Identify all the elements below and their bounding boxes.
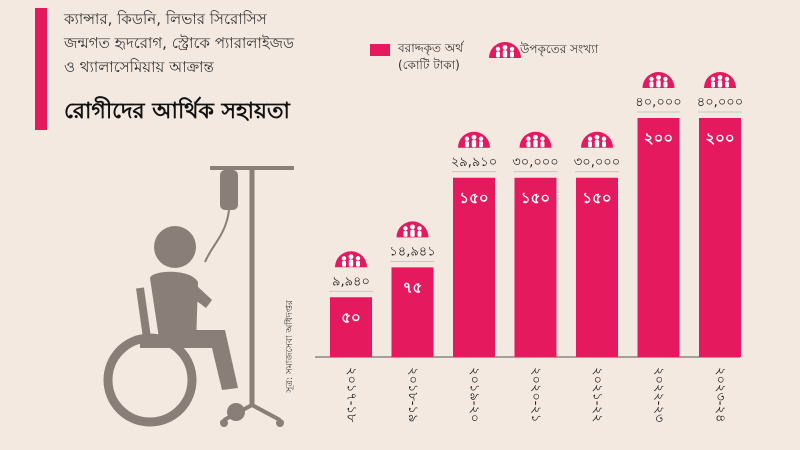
people-group-icon (335, 251, 367, 268)
bar-value-label: ১৫০ (459, 189, 488, 207)
x-tick-label: ২০১৮-১৯ (405, 367, 420, 422)
allocation-bar (453, 177, 495, 357)
beneficiary-count-label: ৩০,০০০ (574, 155, 620, 170)
people-group-icon (581, 131, 613, 148)
bar-value-label: ৭৫ (403, 278, 423, 296)
people-group-icon (704, 72, 736, 88)
allocation-bar (391, 267, 434, 357)
x-tick-label: ২০২০-২১ (528, 367, 543, 422)
x-tick-label: ২০১৯-২০ (467, 367, 482, 422)
bar-value-label: ২০০ (705, 129, 734, 147)
people-group-icon (458, 131, 490, 148)
people-group-icon (642, 72, 675, 88)
title-line-1: ক্যান্সার, কিডনি, লিভার সিরোসিস (64, 10, 267, 28)
allocation-bar (637, 118, 680, 357)
title-line-2: জন্মগত হৃদরোগ, স্ট্রোকে প্যারালাইজড (64, 34, 295, 52)
x-tick-label: ২০২৩-২৪ (713, 367, 728, 422)
beneficiary-count-label: ১৪,৯৪১ (389, 244, 435, 259)
beneficiary-count-label: ৪০,০০০ (697, 95, 743, 110)
beneficiary-count-label: ৯,৯৪০ (332, 274, 370, 289)
x-tick-label: ২০১৭-১৮ (344, 367, 359, 423)
accent-bar (35, 8, 47, 130)
title-line-3: ও থ্যালাসেমিয়ায় আক্রান্ত (64, 58, 214, 76)
beneficiary-count-label: ২৯,৯১০ (451, 155, 497, 170)
bar-value-label: ১৫০ (582, 189, 611, 207)
chart-title: রোগীদের আর্থিক সহায়তা (64, 99, 290, 124)
bar-value-label: ৫০ (341, 308, 361, 326)
x-tick-label: ২০২২-২৩ (651, 367, 666, 422)
people-group-icon (396, 221, 429, 238)
allocation-bar (576, 177, 618, 357)
beneficiary-count-label: ৩০,০০০ (512, 155, 558, 170)
people-group-icon (489, 42, 521, 58)
allocation-bar (330, 297, 372, 357)
people-group-icon (519, 131, 552, 148)
wheelchair-iv-icon (103, 166, 294, 427)
legend-allocation-unit: (কোটি টাকা) (398, 58, 460, 72)
beneficiary-count-label: ৪০,০০০ (635, 95, 681, 110)
allocation-bar (699, 118, 741, 357)
x-tick-label: ২০২১-২২ (590, 367, 605, 422)
legend-allocation-label: বরাদ্দকৃত অর্থ (398, 41, 464, 55)
bar-value-label: ২০০ (644, 129, 673, 147)
allocation-bar (514, 177, 557, 357)
legend-beneficiaries-label: উপকৃতের সংখ্যা (520, 42, 599, 56)
bar-value-label: ১৫০ (521, 189, 550, 207)
legend-allocation-swatch (370, 44, 390, 56)
